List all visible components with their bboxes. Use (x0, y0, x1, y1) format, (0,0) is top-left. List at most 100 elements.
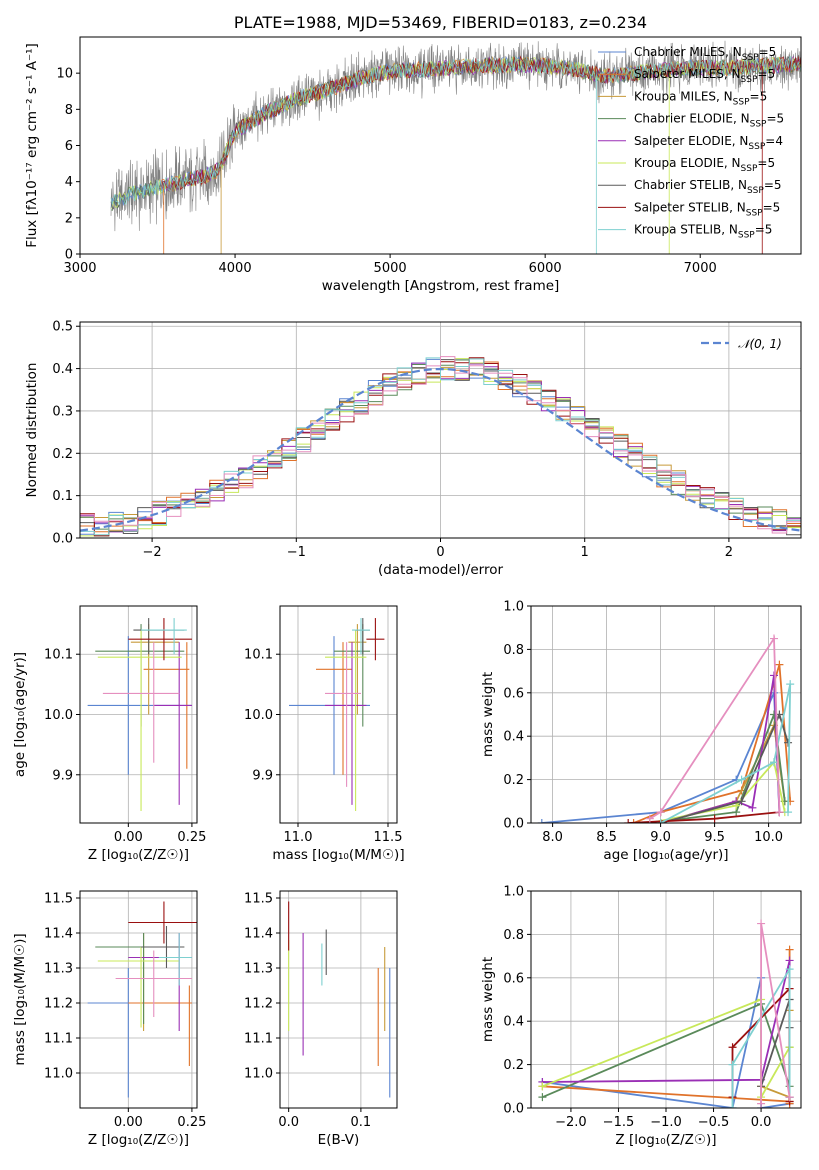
plot-content (538, 919, 794, 1108)
x-axis-label: age [log₁₀(age/yr)] (603, 847, 728, 863)
y-tick-label: 11.5 (44, 892, 73, 907)
x-axis-label: Z [log₁₀(Z/Z☉)] (615, 1132, 716, 1148)
legend-value: =5 (757, 156, 775, 170)
x-axis-label: Z [log₁₀(Z/Z☉)] (88, 1132, 189, 1148)
x-tick-label: 0.25 (177, 830, 206, 845)
legend-subscript: SSP (747, 186, 764, 196)
data-point (728, 1060, 737, 1069)
legend-label: Salpeter MILES, N (634, 67, 741, 81)
x-tick-label: 5000 (374, 261, 407, 276)
x-axis-label: mass [log₁₀(M/M☉)] (272, 847, 404, 863)
series-line (649, 714, 786, 823)
legend-subscript: SSP (741, 75, 758, 85)
histogram-step-line (80, 356, 801, 534)
y-axis-label: mass weight (480, 672, 496, 757)
x-tick-label: 0.0 (278, 1115, 299, 1130)
series-line (660, 711, 789, 823)
x-axis-label: E(B-V) (318, 1132, 360, 1148)
data-point (728, 1043, 737, 1052)
y-tick-label: 8 (65, 103, 73, 118)
legend-subscript: SSP (748, 142, 765, 152)
data-point (737, 797, 746, 806)
plot-content (288, 901, 391, 1098)
y-tick-label: 0.4 (52, 362, 73, 377)
plot-content (110, 40, 801, 254)
x-tick-label: 9.5 (704, 830, 725, 845)
y-tick-label: 0.4 (503, 1015, 524, 1030)
x-tick-label: 0.00 (114, 830, 143, 845)
data-point (645, 814, 654, 823)
legend-subscript: SSP (746, 208, 763, 218)
plot-content (87, 618, 192, 811)
data-point (785, 1093, 794, 1102)
x-tick-label: 0 (436, 545, 444, 560)
data-point (770, 671, 778, 680)
y-axis-label: age [log₁₀(age/yr)] (12, 652, 28, 777)
data-point (757, 919, 766, 928)
y-tick-label: 0.1 (52, 489, 73, 504)
plot-content (289, 618, 385, 811)
data-point (785, 945, 794, 954)
y-tick-label: 10.1 (244, 648, 273, 663)
axes-frame (79, 890, 198, 1109)
x-tick-label: −1.0 (650, 1115, 682, 1130)
data-point (784, 808, 793, 817)
y-tick-label: 9.9 (252, 768, 273, 783)
observed-spectrum-line (110, 40, 801, 232)
y-tick-label: 11.5 (244, 892, 273, 907)
x-tick-label: −2 (143, 545, 162, 560)
chart-weight-vs-Z: −2.0 −1.5 −1.0 −0.5 0.0 0.0 0.2 0.4 0.6 0.8 1.0 Z [… (480, 885, 802, 1148)
legend-subscript: SSP (750, 120, 767, 130)
x-tick-label: 1 (581, 545, 589, 560)
x-tick-label: −1.5 (603, 1115, 635, 1130)
x-tick-label: −2.0 (555, 1115, 587, 1130)
x-tick-label: 10.0 (754, 830, 783, 845)
legend-label: Chabrier MILES, N (634, 45, 742, 59)
legend-value: =5 (766, 112, 784, 126)
legend-entry: Chabrier ELODIE, NSSP=5 (634, 112, 784, 130)
x-tick-label: 0.0 (751, 1115, 772, 1130)
y-tick-label: 0.5 (52, 320, 73, 335)
data-point (624, 819, 633, 823)
y-tick-label: 0.3 (52, 404, 73, 419)
y-tick-label: 11.3 (244, 962, 273, 977)
data-point (538, 1082, 547, 1091)
x-tick-label: 0.25 (177, 1115, 206, 1130)
legend-label: Kroupa MILES, N (634, 89, 733, 103)
legend-entry: Kroupa MILES, NSSP=5 (634, 89, 767, 107)
normal-curve-line (80, 367, 801, 532)
x-tick-label: 6000 (529, 261, 562, 276)
data-point (770, 758, 778, 767)
legend-subscript: SSP (741, 164, 758, 174)
x-tick-label: −0.5 (698, 1115, 730, 1130)
y-tick-label: 0.6 (503, 971, 524, 986)
data-point (656, 819, 665, 823)
chart-age-vs-Z: 0.00 0.25 9.9 10.0 10.1 Z [log₁₀(Z/Z☉)] age [l… (12, 605, 206, 863)
y-tick-label: 11.1 (44, 1032, 73, 1047)
data-point (770, 634, 778, 643)
y-tick-label: 0.2 (52, 447, 73, 462)
x-tick-label: 9.0 (650, 830, 671, 845)
x-axis-label: Z [log₁₀(Z/Z☉)] (88, 847, 189, 863)
model-spectrum-line (110, 55, 801, 206)
x-tick-label: 4000 (219, 261, 252, 276)
chart-title: PLATE=1988, MJD=53469, FIBERID=0183, z=0… (234, 13, 647, 32)
chart-spectrum: 3000 4000 5000 6000 7000 0 2 4 6 8 10 wavelength [A… (24, 13, 802, 294)
data-point (537, 819, 546, 823)
legend-subscript: SSP (742, 53, 759, 63)
chart-mass-vs-ebv: 0.0 0.1 11.0 11.1 11.2 11.3 11.4 11.5 E(B-V) (244, 890, 398, 1148)
legend-entry: Salpeter ELODIE, NSSP=4 (634, 134, 783, 152)
y-axis-label: Flux [fλ10⁻¹⁷ erg cm⁻² s⁻¹ A⁻¹] (24, 43, 40, 248)
legend-subscript: SSP (733, 97, 750, 107)
legend-entry: Chabrier MILES, NSSP=5 (634, 45, 776, 63)
legend-value: =5 (755, 223, 773, 237)
y-tick-label: 10.0 (44, 708, 73, 723)
plot-content (537, 634, 795, 823)
legend-value: =4 (765, 134, 783, 148)
legend-entry: Salpeter MILES, NSSP=5 (634, 67, 775, 85)
legend-entry: Kroupa STELIB, NSSP=5 (634, 223, 772, 241)
y-axis-label: Normed distribution (24, 363, 40, 498)
